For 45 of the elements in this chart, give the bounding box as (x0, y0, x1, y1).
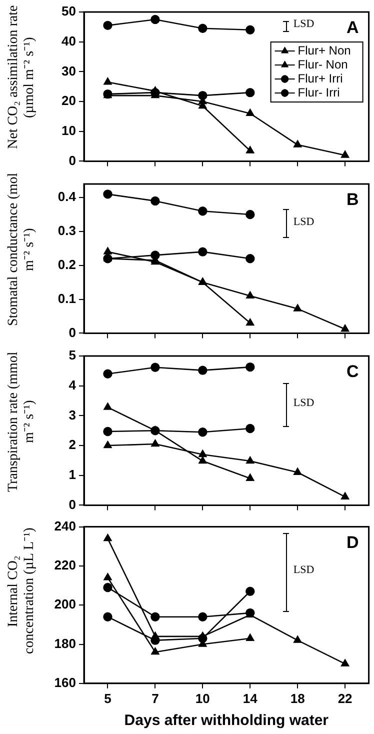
annotation: LSD (293, 216, 314, 228)
x-axis-title: Days after withholding water (124, 712, 329, 730)
y-tick-label: 200 (54, 596, 76, 612)
y-tick-label: 0.4 (58, 189, 77, 204)
x-tick-label: 14 (242, 690, 258, 706)
y-tick-label: 220 (54, 558, 76, 573)
y-tick-label: 0.3 (58, 223, 76, 238)
y-tick-label: 5 (68, 348, 76, 363)
y-tick-label: 0 (68, 324, 76, 340)
chart-title: A (346, 18, 359, 38)
chart-title: D (346, 532, 359, 552)
y-tick-label: 20 (62, 93, 76, 108)
x-tick-label: 5 (104, 690, 112, 706)
legend-label: Flur- Non (298, 57, 348, 72)
y-axis-title: Stomatal conductance (mol m⁻² s⁻¹) (6, 172, 38, 327)
y-tick-label: 240 (54, 518, 76, 534)
y-tick-label: 0 (68, 496, 76, 512)
legend-label: Flur- Irri (298, 85, 340, 100)
y-tick-label: 1 (68, 466, 76, 482)
x-tick-label: 10 (195, 690, 210, 706)
y-tick-label: 0 (68, 152, 76, 168)
annotation: LSD (293, 564, 314, 576)
y-tick-label: 0.2 (58, 256, 76, 272)
y-tick-label: 160 (54, 674, 76, 690)
y-tick-label: 10 (62, 122, 76, 138)
chart-title: C (346, 362, 359, 382)
y-tick-label: 0.1 (58, 290, 76, 306)
x-tick-label: 7 (152, 690, 159, 706)
y-axis-title: Internal CO₂ concentration (µL L⁻¹) (6, 526, 38, 656)
y-tick-label: 3 (68, 407, 76, 422)
y-tick-label: 180 (54, 636, 76, 651)
y-tick-label: 30 (62, 63, 76, 78)
legend-label: Flur+ Irri (298, 71, 343, 86)
y-axis-title: Transpiration rate (mmol m⁻² s⁻¹) (6, 350, 38, 494)
y-axis-title: Net CO₂ assimilation rate (µmol m⁻² s⁻¹) (6, 4, 38, 152)
annotation: LSD (293, 18, 314, 30)
y-tick-label: 40 (62, 33, 76, 48)
y-tick-label: 4 (68, 377, 77, 392)
x-tick-label: 18 (290, 690, 305, 706)
x-tick-label: 22 (338, 690, 352, 706)
y-tick-label: 2 (68, 437, 76, 452)
legend-label: Flur+ Non (298, 43, 351, 58)
y-tick-label: 50 (62, 4, 76, 19)
chart-title: B (346, 190, 359, 210)
annotation: LSD (293, 396, 314, 409)
